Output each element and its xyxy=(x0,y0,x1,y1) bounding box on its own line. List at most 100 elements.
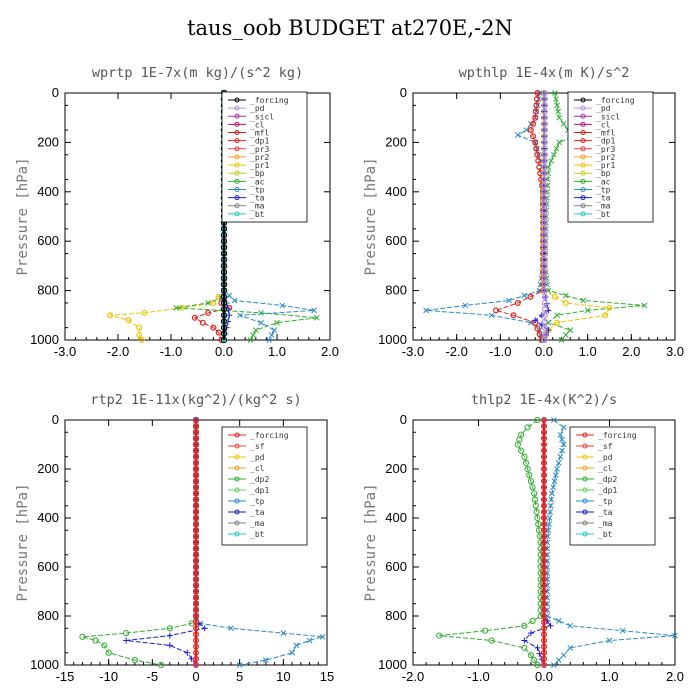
data-point xyxy=(547,622,554,629)
data-point xyxy=(535,157,542,164)
legend-label: _cl xyxy=(250,120,265,129)
y-axis-label: Pressure [hPa] xyxy=(15,157,31,275)
x-tick-label: 1.0 xyxy=(579,344,597,359)
data-point xyxy=(237,312,243,319)
data-point xyxy=(279,302,286,309)
data-point xyxy=(541,238,548,245)
x-tick-label: -2.0 xyxy=(402,669,424,684)
data-point xyxy=(306,637,313,644)
data-point xyxy=(193,582,200,589)
data-point xyxy=(193,502,200,509)
legend-label: _pd xyxy=(598,453,613,462)
y-tick-label: 400 xyxy=(37,184,59,199)
x-tick-label: 1.0 xyxy=(268,344,286,359)
data-point xyxy=(193,429,200,436)
data-point xyxy=(541,120,548,127)
legend-label: _sf xyxy=(598,442,613,451)
data-point xyxy=(193,447,200,454)
data-point xyxy=(247,337,254,343)
data-point xyxy=(193,508,200,515)
data-point xyxy=(541,114,548,121)
y-tick-label: 600 xyxy=(385,233,407,248)
data-point xyxy=(530,133,537,140)
legend-label: _dp1 xyxy=(598,486,617,495)
legend-label: _sf xyxy=(250,442,265,451)
data-point xyxy=(540,576,547,583)
data-point xyxy=(552,472,559,478)
data-point xyxy=(193,484,200,491)
y-tick-label: 0 xyxy=(400,85,407,100)
legend-marker xyxy=(234,130,240,136)
data-point xyxy=(540,570,547,577)
data-point xyxy=(641,302,648,309)
data-point xyxy=(540,459,547,466)
data-point xyxy=(220,293,228,300)
data-point xyxy=(550,662,557,668)
data-point xyxy=(220,262,228,269)
legend-marker xyxy=(234,186,240,192)
data-point xyxy=(540,453,547,460)
data-point xyxy=(533,102,540,109)
legend-marker xyxy=(582,465,588,471)
x-tick-label: 0.0 xyxy=(535,669,553,684)
data-point xyxy=(193,466,200,473)
data-point xyxy=(548,496,555,503)
data-point xyxy=(540,502,547,509)
data-point xyxy=(541,262,548,269)
data-point xyxy=(541,306,548,313)
data-point xyxy=(541,182,548,189)
data-point xyxy=(226,292,233,299)
data-point xyxy=(521,292,528,299)
x-tick-label: -1.0 xyxy=(489,344,511,359)
data-point xyxy=(250,332,257,338)
data-point xyxy=(540,619,547,626)
legend-marker xyxy=(582,498,588,504)
data-point xyxy=(606,637,613,644)
data-point xyxy=(540,417,547,424)
data-point xyxy=(193,441,200,448)
data-point xyxy=(527,293,534,300)
data-point xyxy=(541,194,548,201)
data-point xyxy=(619,627,626,634)
data-point xyxy=(527,630,534,637)
data-point xyxy=(193,600,200,607)
data-point xyxy=(529,484,536,491)
data-point xyxy=(193,661,200,668)
data-point xyxy=(540,661,547,668)
data-point xyxy=(541,281,548,288)
y-tick-label: 600 xyxy=(385,559,407,574)
data-point xyxy=(193,545,200,552)
data-point xyxy=(220,299,228,307)
legend-marker xyxy=(234,146,240,152)
y-tick-label: 800 xyxy=(37,608,59,623)
data-point xyxy=(193,576,200,583)
x-tick-label: 0.0 xyxy=(215,344,233,359)
data-point xyxy=(193,612,200,619)
legend-marker xyxy=(580,154,586,160)
data-point xyxy=(567,327,574,333)
legend-marker xyxy=(234,531,240,537)
data-point xyxy=(529,617,536,625)
x-tick-label: 3.0 xyxy=(666,344,684,359)
legend-label: _mfl xyxy=(250,129,269,138)
chart-1: wprtp 1E-7x(m kg)/(s^2 kg) Pressure [hPa]… xyxy=(15,65,339,359)
data-point xyxy=(274,319,280,326)
data-point xyxy=(258,319,264,326)
data-point xyxy=(193,606,200,613)
data-point xyxy=(540,655,547,662)
y-tick-label: 0 xyxy=(52,412,59,427)
data-point xyxy=(555,460,562,466)
data-point xyxy=(541,312,548,319)
y-tick-label: 1000 xyxy=(378,657,407,672)
x-tick-label: -3.0 xyxy=(54,344,76,359)
data-point xyxy=(541,170,548,177)
panel-title: wprtp 1E-7x(m kg)/(s^2 kg) xyxy=(92,65,303,81)
data-point xyxy=(193,539,200,546)
legend-marker xyxy=(234,105,240,111)
data-point xyxy=(523,127,530,133)
data-point xyxy=(166,625,173,632)
data-point xyxy=(541,145,548,152)
data-point xyxy=(123,630,130,637)
data-point xyxy=(220,231,228,239)
